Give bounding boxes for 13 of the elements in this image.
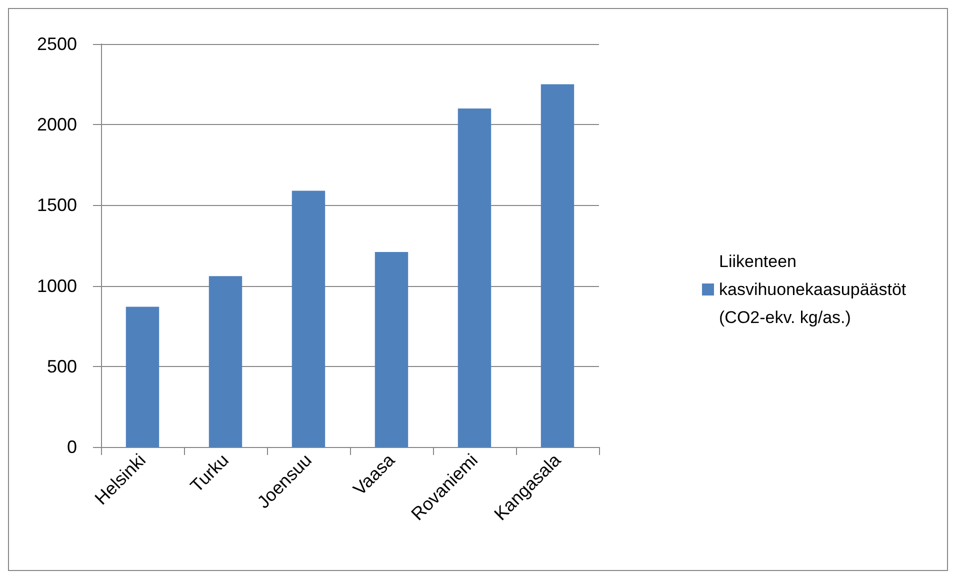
bar — [126, 306, 160, 447]
y-tick-label: 2000 — [36, 114, 77, 135]
bar — [540, 84, 574, 447]
y-tick-label: 2500 — [36, 34, 77, 54]
y-tick-label: 1500 — [36, 195, 77, 216]
y-tick-label: 500 — [46, 356, 77, 376]
bar — [374, 252, 408, 447]
bar — [208, 276, 242, 447]
legend-label: Liikenteen kasvihuonekaasupäästöt (CO2-ekv. kg/as.) — [719, 252, 911, 327]
y-tick-label: 0 — [66, 437, 77, 457]
y-tick-label: 1000 — [36, 276, 77, 296]
bar — [458, 108, 492, 447]
bar — [292, 190, 326, 447]
